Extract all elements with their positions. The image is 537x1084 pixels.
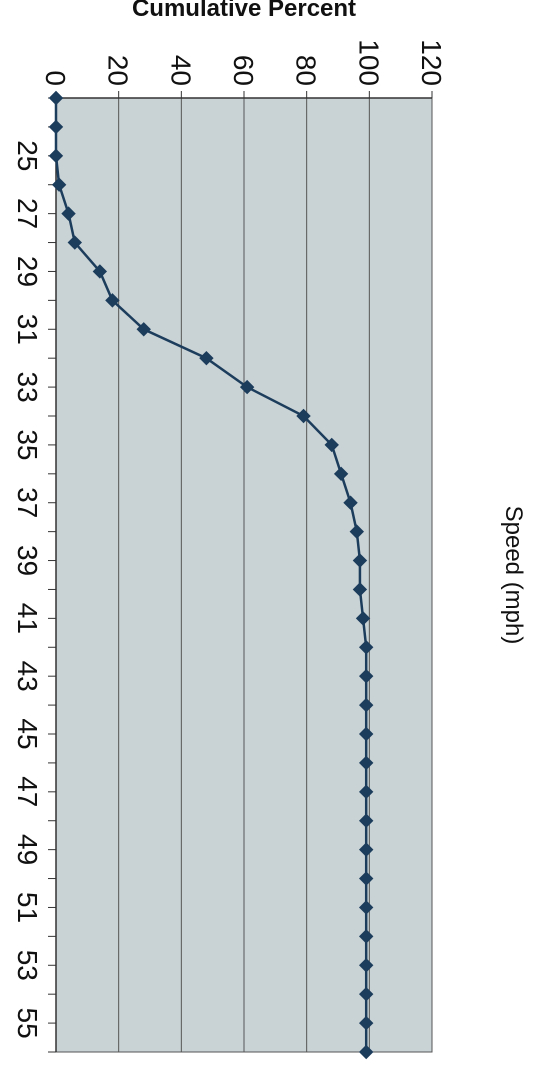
- x-tick-label: 33: [12, 372, 43, 403]
- data-point: [358, 640, 374, 655]
- data-point: [358, 900, 374, 915]
- data-point: [358, 842, 374, 857]
- x-tick-label: 43: [12, 661, 43, 692]
- x-tick-label: 39: [12, 545, 43, 576]
- x-tick-label: 41: [12, 603, 43, 634]
- series-path: [54, 98, 368, 1052]
- x-tick-label: 53: [12, 950, 43, 981]
- data-point: [296, 408, 311, 424]
- data-point: [48, 148, 64, 164]
- data-point: [48, 90, 64, 106]
- data-point: [358, 1015, 374, 1031]
- data-point: [67, 235, 83, 250]
- y-tick-label: 100: [353, 39, 384, 86]
- data-point: [61, 206, 76, 221]
- series-line: [54, 98, 368, 1052]
- data-point: [239, 379, 255, 395]
- x-tick-label: 27: [12, 198, 43, 229]
- data-point: [333, 466, 349, 482]
- x-tick-label: 49: [12, 834, 43, 865]
- data-point: [358, 1044, 374, 1060]
- data-point: [92, 264, 108, 279]
- x-tick-label: 47: [12, 776, 43, 807]
- y-tick-labels: 0 20 40 60 80 100 120: [40, 39, 447, 86]
- data-point: [199, 350, 214, 366]
- x-tick-label: 55: [12, 1008, 43, 1039]
- data-point: [358, 929, 374, 944]
- data-point: [105, 293, 120, 308]
- y-tick-label: 120: [416, 39, 447, 86]
- data-point: [358, 871, 374, 886]
- data-point: [358, 668, 374, 684]
- y-tick-label: 60: [228, 55, 259, 86]
- data-point: [358, 986, 374, 1002]
- data-point: [352, 553, 368, 568]
- data-point: [358, 755, 374, 771]
- data-point: [343, 495, 358, 510]
- data-point: [352, 582, 368, 597]
- data-point: [51, 177, 67, 192]
- data-point: [324, 437, 339, 453]
- data-point: [358, 813, 374, 828]
- series-markers: [48, 90, 374, 1060]
- gridlines: [118, 98, 433, 1052]
- x-tick-labels: 25 27 29 31 33 35 37 39 41 43 45 47 49 51 53 55: [12, 140, 43, 1038]
- x-tick-label: 29: [12, 256, 43, 287]
- x-axis-title: Speed (mph): [500, 506, 527, 645]
- y-axis-title: Cumulative Percent: [132, 0, 356, 22]
- x-tick-label: 31: [12, 314, 43, 345]
- data-point: [358, 726, 374, 742]
- data-point: [349, 524, 365, 539]
- y-tick-label: 20: [103, 55, 134, 86]
- data-point: [358, 784, 374, 800]
- y-tick-label: 80: [291, 55, 322, 86]
- x-tick-label: 35: [12, 429, 43, 460]
- x-tick-label: 45: [12, 718, 43, 749]
- data-point: [355, 611, 371, 626]
- y-tick-label: 0: [40, 70, 71, 86]
- data-point: [358, 958, 374, 973]
- data-point: [48, 119, 64, 135]
- data-point: [136, 322, 151, 337]
- x-tick-label: 25: [12, 140, 43, 171]
- y-tick-label: 40: [165, 55, 196, 86]
- x-tick-label: 37: [12, 487, 43, 518]
- data-point: [358, 697, 374, 713]
- x-tick-label: 51: [12, 892, 43, 923]
